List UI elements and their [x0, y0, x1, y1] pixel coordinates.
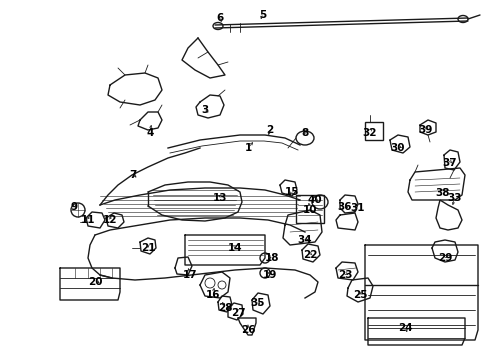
Text: 14: 14: [228, 243, 243, 253]
Text: 29: 29: [438, 253, 452, 263]
Text: 2: 2: [267, 125, 273, 135]
Text: 12: 12: [103, 215, 117, 225]
Text: 9: 9: [71, 202, 77, 212]
Text: 19: 19: [263, 270, 277, 280]
Text: 24: 24: [398, 323, 412, 333]
Text: 27: 27: [231, 308, 245, 318]
Text: 22: 22: [303, 250, 317, 260]
Text: 21: 21: [141, 243, 155, 253]
Text: 5: 5: [259, 10, 267, 20]
Text: 37: 37: [442, 158, 457, 168]
Text: 11: 11: [81, 215, 95, 225]
Text: 20: 20: [88, 277, 102, 287]
Text: 18: 18: [265, 253, 279, 263]
Text: 4: 4: [147, 128, 154, 138]
Text: 38: 38: [436, 188, 450, 198]
Bar: [296, 195, 324, 223]
Text: 28: 28: [218, 303, 232, 313]
Text: 13: 13: [213, 193, 227, 203]
Text: 32: 32: [363, 128, 377, 138]
Text: 17: 17: [183, 270, 197, 280]
Text: 6: 6: [217, 13, 223, 23]
Text: 40: 40: [308, 195, 322, 205]
Text: 16: 16: [206, 290, 220, 300]
Text: 30: 30: [391, 143, 405, 153]
Text: 35: 35: [251, 298, 265, 308]
Bar: [365, 122, 383, 140]
Text: 26: 26: [241, 325, 255, 335]
Text: 34: 34: [298, 235, 312, 245]
Text: 8: 8: [301, 128, 309, 138]
Text: 33: 33: [448, 193, 462, 203]
Text: 10: 10: [303, 205, 317, 215]
Text: 31: 31: [351, 203, 365, 213]
Text: 3: 3: [201, 105, 209, 115]
Text: 39: 39: [418, 125, 432, 135]
Text: 7: 7: [129, 170, 137, 180]
Text: 36: 36: [338, 202, 352, 212]
Text: 25: 25: [353, 290, 367, 300]
Text: 1: 1: [245, 143, 252, 153]
Text: 15: 15: [285, 187, 299, 197]
Text: 23: 23: [338, 270, 352, 280]
